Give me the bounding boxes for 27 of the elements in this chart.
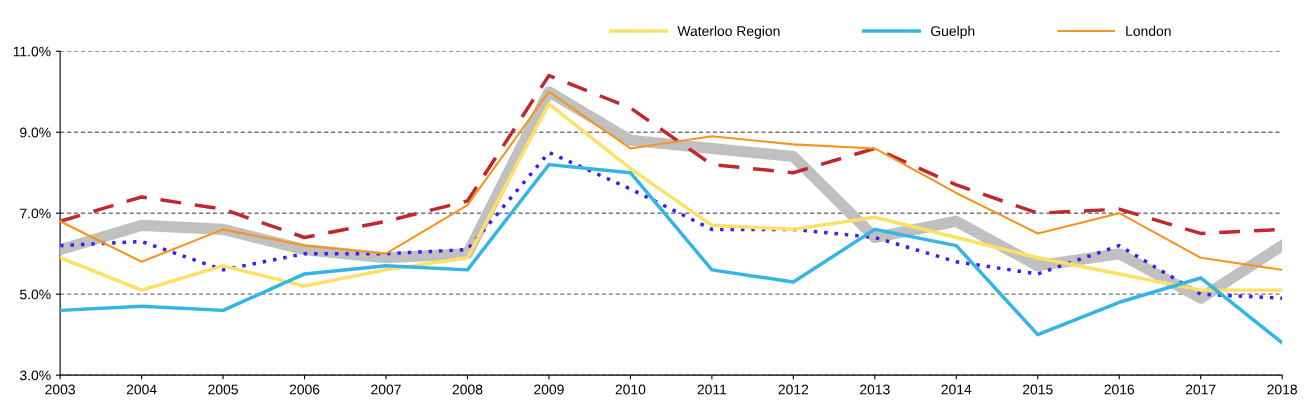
x-tick-label: 2012 xyxy=(778,384,809,395)
x-tick-label: 2005 xyxy=(208,384,238,395)
x-tick-label: 2003 xyxy=(45,384,75,395)
x-tick-label: 2014 xyxy=(941,384,972,395)
x-tick-label: 2010 xyxy=(615,384,646,395)
y-tick-label: 7.0% xyxy=(20,208,51,219)
x-tick-label: 2017 xyxy=(1185,384,1216,395)
line-series xyxy=(60,90,1283,271)
y-tick-label: 3.0% xyxy=(19,370,51,381)
legend-label: London xyxy=(1126,25,1171,36)
legend-label: Waterloo Region xyxy=(677,25,780,39)
x-tick-label: 2016 xyxy=(1104,384,1135,395)
line-series xyxy=(60,162,1283,345)
x-tick-label: 2018 xyxy=(1267,384,1298,395)
legend-label: Guelph xyxy=(931,25,975,39)
x-tick-label: 2011 xyxy=(697,384,727,395)
y-tick-label: 5.0% xyxy=(19,289,51,300)
x-tick-label: 2009 xyxy=(534,384,564,395)
x-tick-label: 2006 xyxy=(289,384,320,395)
line-series xyxy=(60,150,1283,300)
x-tick-label: 2008 xyxy=(452,384,483,395)
y-tick-label: 9.0% xyxy=(20,127,51,138)
x-tick-label: 2004 xyxy=(126,384,157,395)
x-tick-label: 2013 xyxy=(860,384,890,395)
x-tick-label: 2007 xyxy=(371,384,401,395)
y-tick-label: 11.0% xyxy=(13,46,51,57)
x-tick-label: 2015 xyxy=(1023,384,1053,395)
